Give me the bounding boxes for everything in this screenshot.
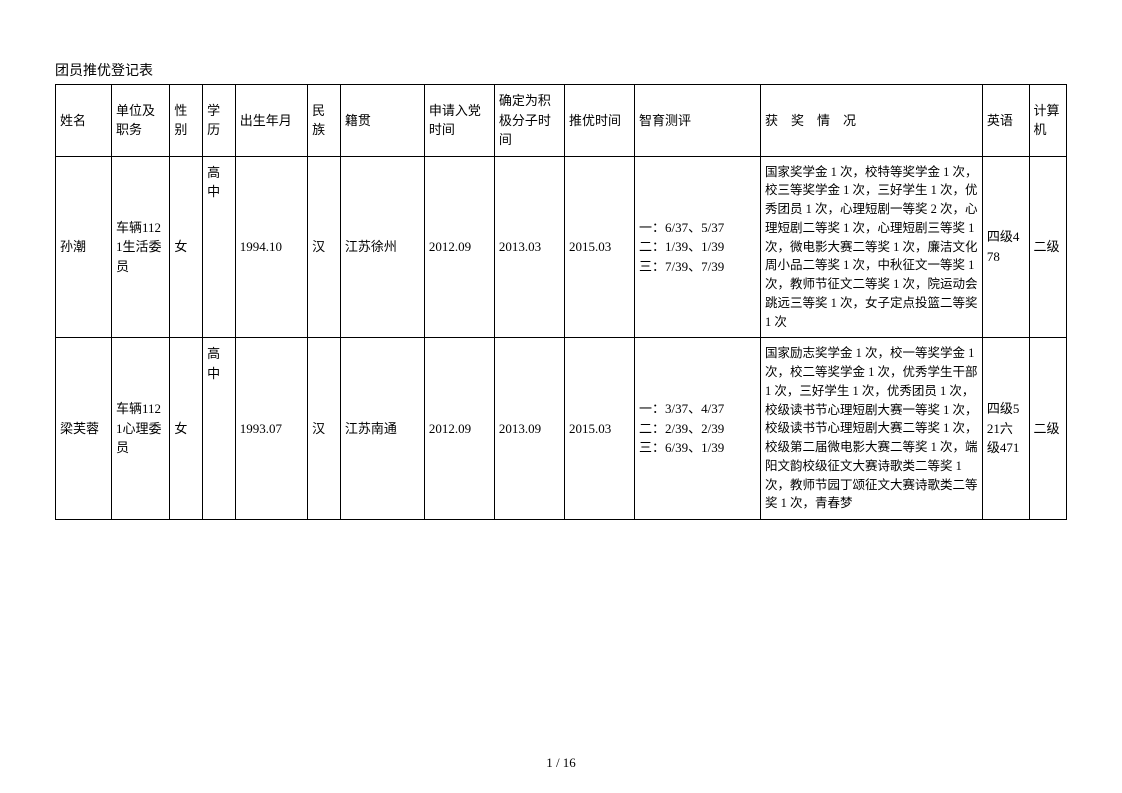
cell-native: 江苏南通 [340, 338, 424, 520]
table-row: 梁芙蓉 车辆1121心理委员 女 高中 1993.07 汉 江苏南通 2012.… [56, 338, 1067, 520]
cell-ethnic: 汉 [308, 338, 341, 520]
cell-rectime: 2015.03 [564, 338, 634, 520]
col-english: 英语 [982, 85, 1029, 157]
cell-unit: 车辆1121生活委员 [112, 156, 170, 338]
col-computer: 计算机 [1029, 85, 1066, 157]
cell-active: 2013.03 [494, 156, 564, 338]
col-awards: 获 奖 情 况 [761, 85, 983, 157]
cell-eval: 一：6/37、5/37 二：1/39、1/39 三：7/39、7/39 [634, 156, 760, 338]
cell-english: 四级521六级471 [982, 338, 1029, 520]
col-sex: 性别 [170, 85, 203, 157]
col-name: 姓名 [56, 85, 112, 157]
col-ethnic: 民族 [308, 85, 341, 157]
cell-sex: 女 [170, 156, 203, 338]
cell-edu: 高中 [203, 338, 236, 520]
cell-computer: 二级 [1029, 338, 1066, 520]
cell-name: 孙潮 [56, 156, 112, 338]
table-header-row: 姓名 单位及职务 性别 学历 出生年月 民族 籍贯 申请入党时间 确定为积极分子… [56, 85, 1067, 157]
cell-birth: 1994.10 [235, 156, 307, 338]
col-active: 确定为积极分子时间 [494, 85, 564, 157]
table-row: 孙潮 车辆1121生活委员 女 高中 1994.10 汉 江苏徐州 2012.0… [56, 156, 1067, 338]
cell-active: 2013.09 [494, 338, 564, 520]
col-edu: 学历 [203, 85, 236, 157]
col-birth: 出生年月 [235, 85, 307, 157]
cell-native: 江苏徐州 [340, 156, 424, 338]
page: 团员推优登记表 姓名 单位及职务 性别 学历 出生年月 民族 籍贯 申请入党时间… [0, 0, 1122, 793]
cell-edu: 高中 [203, 156, 236, 338]
page-footer: 1 / 16 [0, 755, 1122, 771]
page-title: 团员推优登记表 [55, 60, 1067, 80]
col-rectime: 推优时间 [564, 85, 634, 157]
cell-unit: 车辆1121心理委员 [112, 338, 170, 520]
cell-apply: 2012.09 [424, 156, 494, 338]
cell-eval: 一：3/37、4/37 二：2/39、2/39 三：6/39、1/39 [634, 338, 760, 520]
cell-birth: 1993.07 [235, 338, 307, 520]
col-eval: 智育测评 [634, 85, 760, 157]
cell-english: 四级478 [982, 156, 1029, 338]
col-native: 籍贯 [340, 85, 424, 157]
registration-table: 姓名 单位及职务 性别 学历 出生年月 民族 籍贯 申请入党时间 确定为积极分子… [55, 84, 1067, 520]
cell-awards: 国家励志奖学金 1 次，校一等奖学金 1 次，校二等奖学金 1 次，优秀学生干部… [761, 338, 983, 520]
cell-apply: 2012.09 [424, 338, 494, 520]
col-apply: 申请入党时间 [424, 85, 494, 157]
cell-awards: 国家奖学金 1 次，校特等奖学金 1 次，校三等奖学金 1 次，三好学生 1 次… [761, 156, 983, 338]
cell-sex: 女 [170, 338, 203, 520]
col-unit: 单位及职务 [112, 85, 170, 157]
cell-rectime: 2015.03 [564, 156, 634, 338]
cell-name: 梁芙蓉 [56, 338, 112, 520]
cell-computer: 二级 [1029, 156, 1066, 338]
cell-ethnic: 汉 [308, 156, 341, 338]
